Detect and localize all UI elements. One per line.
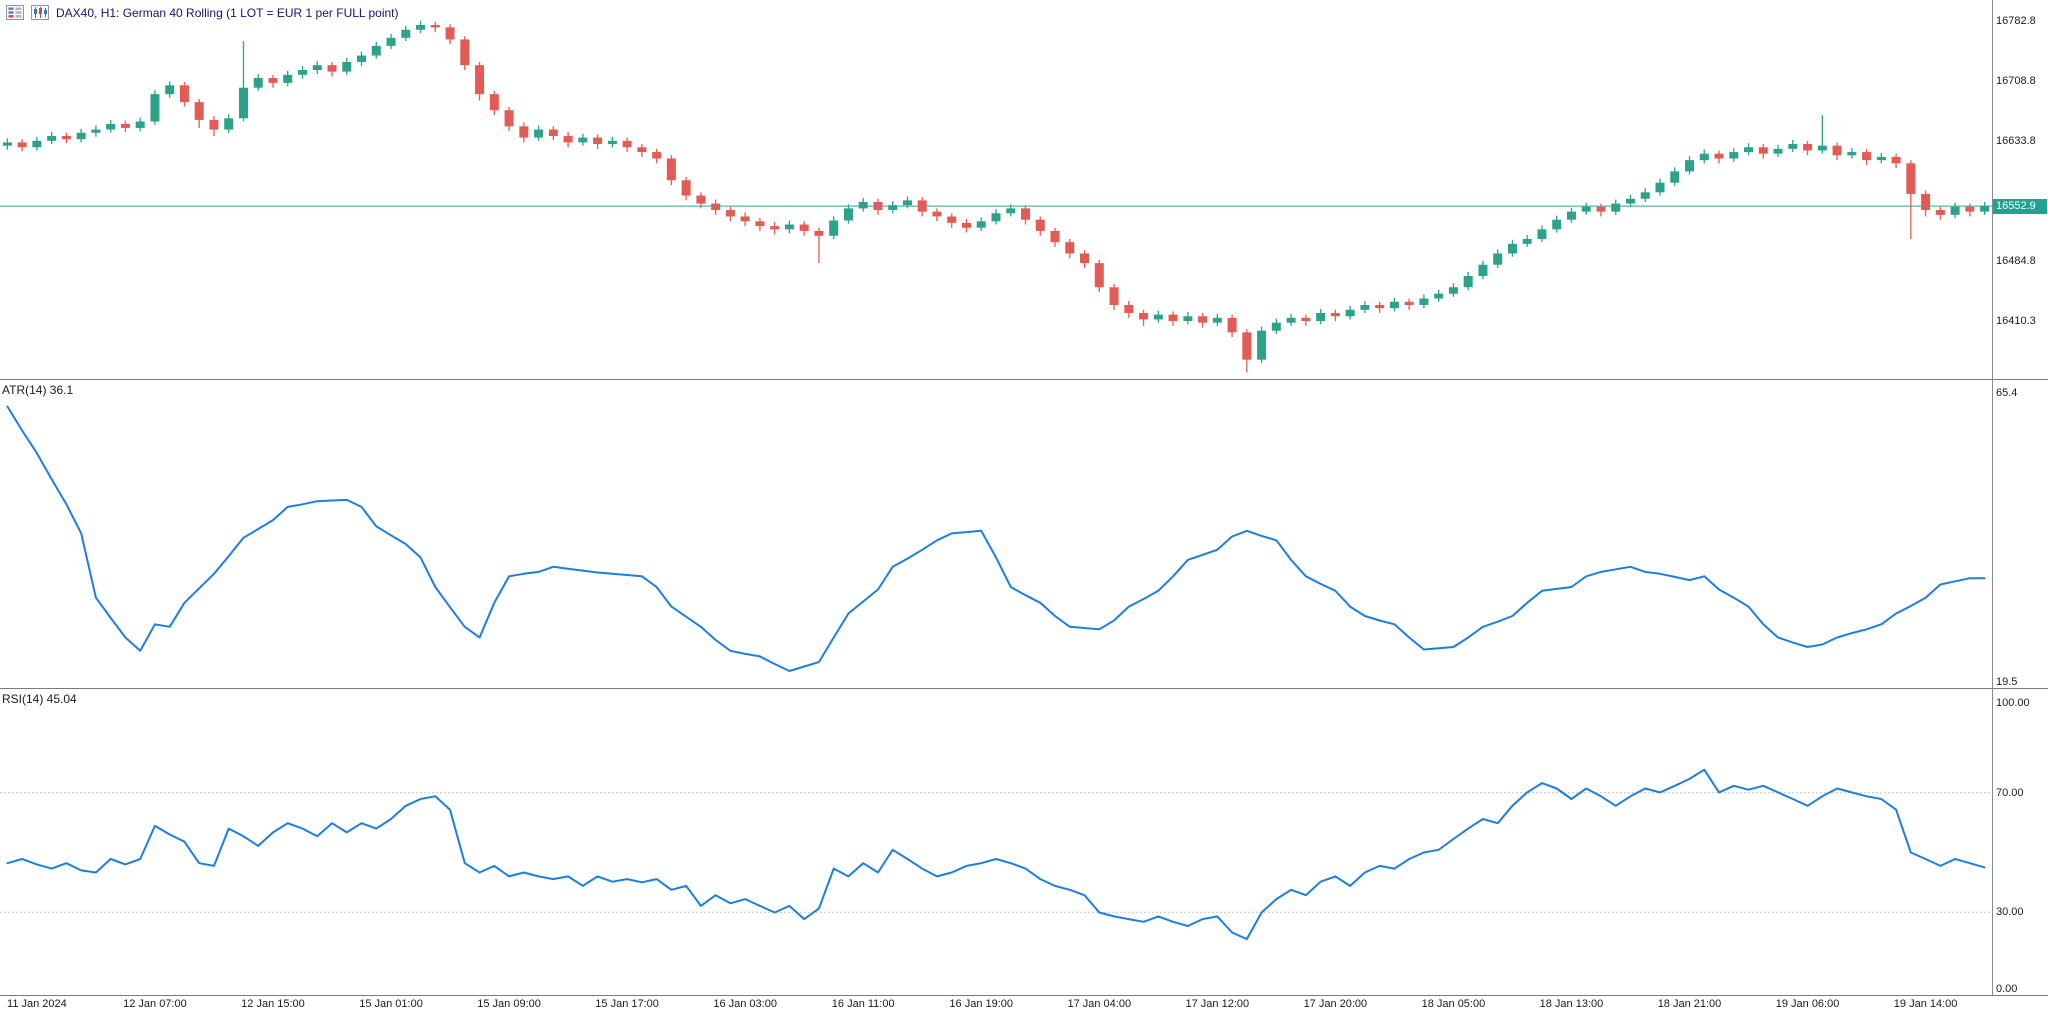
price-axis-label: 16633.8 — [1996, 134, 2036, 147]
price-axis-label: 16484.8 — [1996, 254, 2036, 267]
time-axis-label: 18 Jan 05:00 — [1421, 998, 1486, 1010]
price-axis-label: 16708.8 — [1996, 74, 2036, 87]
rsi-axis-label: 0.00 — [1996, 983, 2018, 995]
time-axis-label: 12 Jan 15:00 — [241, 998, 305, 1010]
time-axis-label: 17 Jan 12:00 — [1185, 998, 1250, 1010]
time-axis-label: 15 Jan 17:00 — [595, 998, 659, 1010]
price-atr-separator[interactable] — [0, 379, 2048, 380]
time-axis-label: 16 Jan 11:00 — [831, 998, 895, 1010]
atr-indicator-label: ATR(14) 36.1 — [2, 383, 74, 397]
rsi-axis-label: 100.00 — [1996, 697, 2030, 710]
time-axis-label: 19 Jan 06:00 — [1775, 998, 1840, 1010]
chart-title: DAX40, H1: German 40 Rolling (1 LOT = EU… — [56, 5, 399, 20]
rsi-panel-canvas[interactable] — [0, 689, 2048, 995]
chart-header: DAX40, H1: German 40 Rolling (1 LOT = EU… — [6, 5, 399, 20]
time-axis[interactable]: 11 Jan 2024 12 Jan 07:00 12 Jan 15:00 15 Ja… — [0, 996, 2048, 1011]
price-panel-canvas[interactable] — [0, 0, 2048, 379]
rsi-indicator-label: RSI(14) 45.04 — [2, 692, 77, 706]
atr-axis-label: 19.5 — [1996, 676, 2018, 688]
time-axis-label: 18 Jan 13:00 — [1539, 998, 1604, 1010]
time-axis-label: 19 Jan 14:00 — [1893, 998, 1958, 1010]
atr-panel-canvas[interactable] — [0, 380, 2048, 688]
time-axis-label: 17 Jan 20:00 — [1303, 998, 1368, 1010]
time-axis-label: 11 Jan 2024 — [7, 998, 67, 1010]
current-price-tag: 16552.9 — [1993, 198, 2047, 214]
market-watch-icon[interactable] — [6, 5, 24, 20]
rsi-axis-label: 30.00 — [1996, 906, 2024, 919]
price-axis-border — [1992, 0, 1993, 996]
price-axis-label: 16782.8 — [1996, 15, 2036, 28]
time-axis-label: 16 Jan 19:00 — [949, 998, 1014, 1010]
atr-rsi-separator[interactable] — [0, 688, 2048, 689]
candlestick-chart-icon[interactable] — [31, 5, 49, 20]
atr-axis-label: 65.4 — [1996, 387, 2018, 400]
rsi-axis-label: 70.00 — [1996, 786, 2024, 799]
time-axis-separator — [0, 995, 2048, 996]
time-axis-label: 17 Jan 04:00 — [1067, 998, 1132, 1010]
time-axis-label: 15 Jan 09:00 — [477, 998, 541, 1010]
time-axis-label: 15 Jan 01:00 — [359, 998, 423, 1010]
price-axis-label: 16410.3 — [1996, 314, 2036, 327]
time-axis-label: 16 Jan 03:00 — [713, 998, 777, 1010]
time-axis-label: 12 Jan 07:00 — [123, 998, 187, 1010]
time-axis-label: 18 Jan 21:00 — [1657, 998, 1722, 1010]
